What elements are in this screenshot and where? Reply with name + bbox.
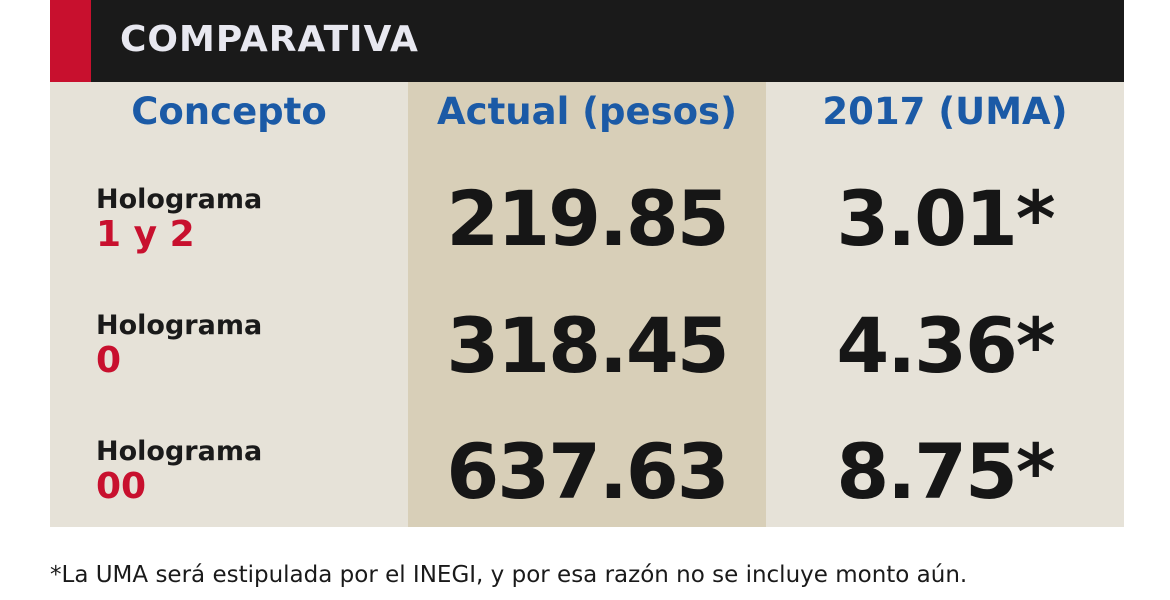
uma-value-row-2: 4.36*	[836, 301, 1055, 390]
actual-value-row-3: 637.63	[446, 427, 729, 516]
concept-cell-row-1: Holograma 1 y 2	[96, 184, 262, 254]
column-concepto: Concepto Holograma 1 y 2 Holograma 0 Hol…	[50, 82, 408, 527]
concept-level: 00	[96, 466, 147, 507]
title-bar: COMPARATIVA	[50, 0, 1124, 82]
concept-cell-row-3: Holograma 00	[96, 436, 262, 506]
concept-cell-row-2: Holograma 0	[96, 310, 262, 380]
concept-level: 1 y 2	[96, 214, 195, 255]
column-header-concepto: Concepto	[131, 90, 327, 133]
footnote: *La UMA será estipulada por el INEGI, y …	[50, 562, 968, 588]
column-actual: Actual (pesos) 219.85 318.45 637.63	[408, 82, 766, 527]
column-header-actual: Actual (pesos)	[437, 90, 737, 133]
concept-name: Holograma	[96, 436, 263, 467]
uma-value-row-3: 8.75*	[836, 427, 1055, 516]
page-title: COMPARATIVA	[120, 19, 419, 60]
concept-name: Holograma	[96, 310, 263, 341]
title-accent-bar	[50, 0, 91, 82]
uma-value-row-1: 3.01*	[836, 174, 1055, 263]
concept-name: Holograma	[96, 184, 263, 215]
concept-level: 0	[96, 340, 122, 381]
column-header-uma: 2017 (UMA)	[822, 90, 1068, 133]
actual-value-row-1: 219.85	[446, 174, 729, 263]
actual-value-row-2: 318.45	[446, 301, 729, 390]
comparison-table: Concepto Holograma 1 y 2 Holograma 0 Hol…	[50, 82, 1124, 527]
column-uma: 2017 (UMA) 3.01* 4.36* 8.75*	[766, 82, 1124, 527]
